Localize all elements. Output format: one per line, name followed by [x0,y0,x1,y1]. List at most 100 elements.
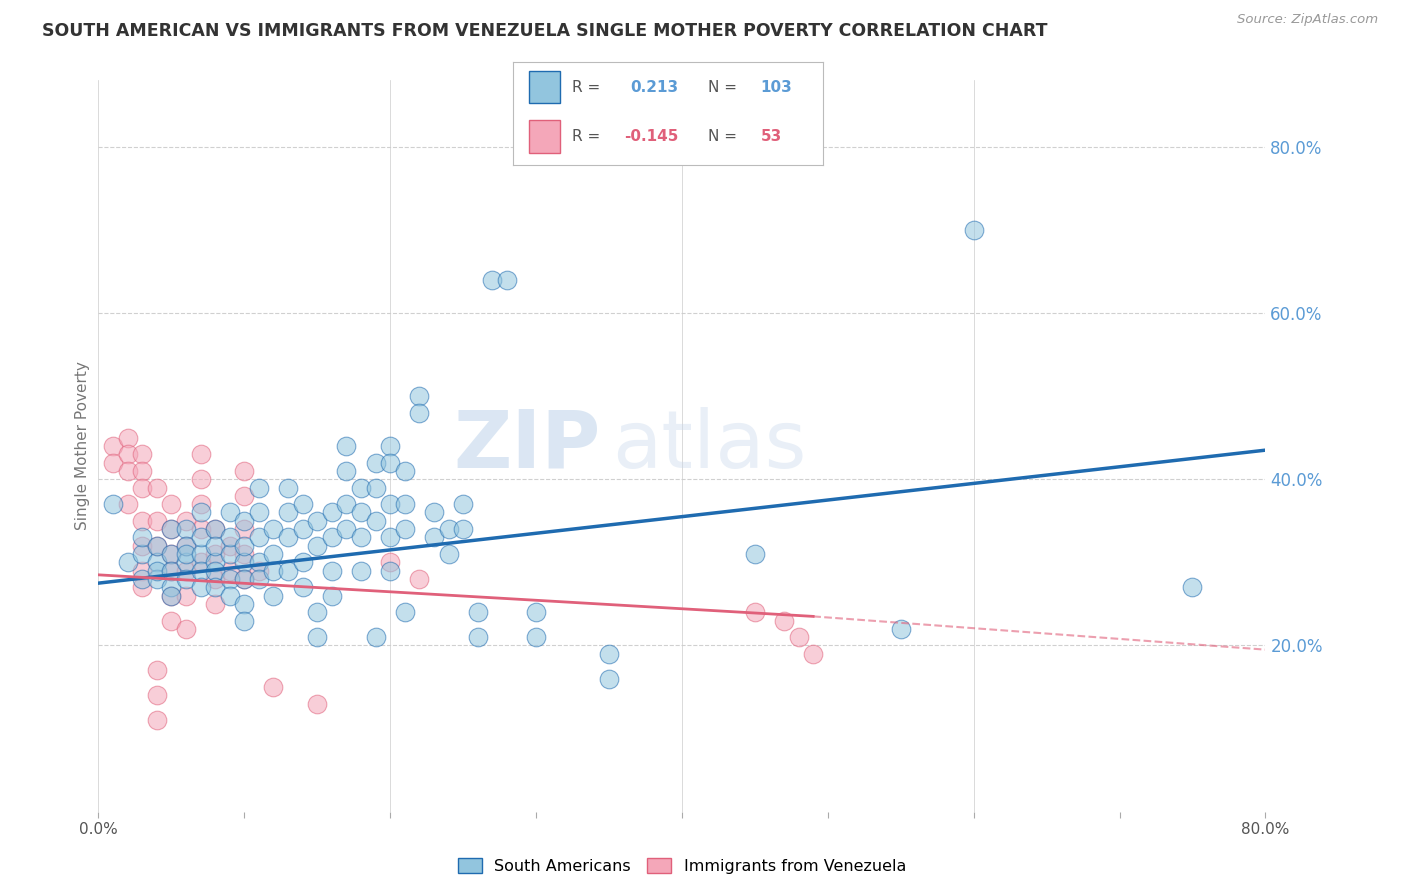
Point [218,547,240,561]
Point [378,439,402,453]
Point [190,555,212,569]
Point [423,506,446,520]
Point [744,547,766,561]
Point [277,564,299,578]
Point [190,506,212,520]
Point [174,589,197,603]
Point [378,564,402,578]
Point [408,572,430,586]
Point [408,389,430,403]
Point [160,564,183,578]
Point [247,530,270,544]
Point [394,464,416,478]
Legend: South Americans, Immigrants from Venezuela: South Americans, Immigrants from Venezue… [451,852,912,880]
Point [262,522,284,536]
Point [131,530,153,544]
Point [408,406,430,420]
Point [321,589,343,603]
Point [247,481,270,495]
Point [423,530,446,544]
Point [378,530,402,544]
Point [160,589,183,603]
Point [321,564,343,578]
Point [350,530,373,544]
Point [204,572,226,586]
Text: 53: 53 [761,128,782,144]
FancyBboxPatch shape [529,120,560,153]
Point [160,522,183,536]
Point [291,580,314,594]
Point [218,539,240,553]
Point [890,622,912,636]
Point [364,481,387,495]
Point [233,464,256,478]
Point [378,555,402,569]
Text: 103: 103 [761,79,793,95]
Point [101,439,124,453]
Point [451,497,474,511]
Point [160,547,183,561]
Point [262,564,284,578]
Text: 0.213: 0.213 [631,79,679,95]
Point [321,506,343,520]
Point [218,530,240,544]
Point [524,630,547,644]
Text: Source: ZipAtlas.com: Source: ZipAtlas.com [1237,13,1378,27]
Point [174,572,197,586]
Point [131,464,153,478]
Point [350,564,373,578]
Point [495,273,517,287]
Point [204,547,226,561]
Point [291,497,314,511]
Point [262,547,284,561]
Point [307,697,329,711]
Point [378,456,402,470]
Point [962,223,984,237]
Text: N =: N = [709,79,737,95]
Point [131,481,153,495]
Point [160,497,183,511]
Point [233,614,256,628]
Point [160,564,183,578]
Point [218,506,240,520]
Point [481,273,503,287]
Point [160,547,183,561]
Point [146,514,169,528]
Point [233,572,256,586]
Point [218,572,240,586]
Point [262,589,284,603]
Point [787,630,810,644]
Text: -0.145: -0.145 [624,128,679,144]
Point [190,447,212,461]
Point [131,447,153,461]
Point [160,614,183,628]
Point [146,481,169,495]
Point [146,664,169,678]
Point [307,605,329,619]
Point [335,497,357,511]
Point [174,564,197,578]
Point [233,555,256,569]
Point [131,514,153,528]
Point [174,622,197,636]
Point [101,456,124,470]
Point [204,522,226,536]
Text: ZIP: ZIP [453,407,600,485]
Point [233,572,256,586]
Point [131,572,153,586]
Point [218,564,240,578]
Point [146,564,169,578]
Point [247,506,270,520]
Point [744,605,766,619]
Point [801,647,824,661]
Point [437,522,460,536]
Point [233,547,256,561]
Point [364,630,387,644]
Point [190,547,212,561]
Point [321,530,343,544]
Point [174,522,197,536]
Point [160,580,183,594]
Point [394,522,416,536]
Point [233,522,256,536]
Text: R =: R = [572,79,600,95]
